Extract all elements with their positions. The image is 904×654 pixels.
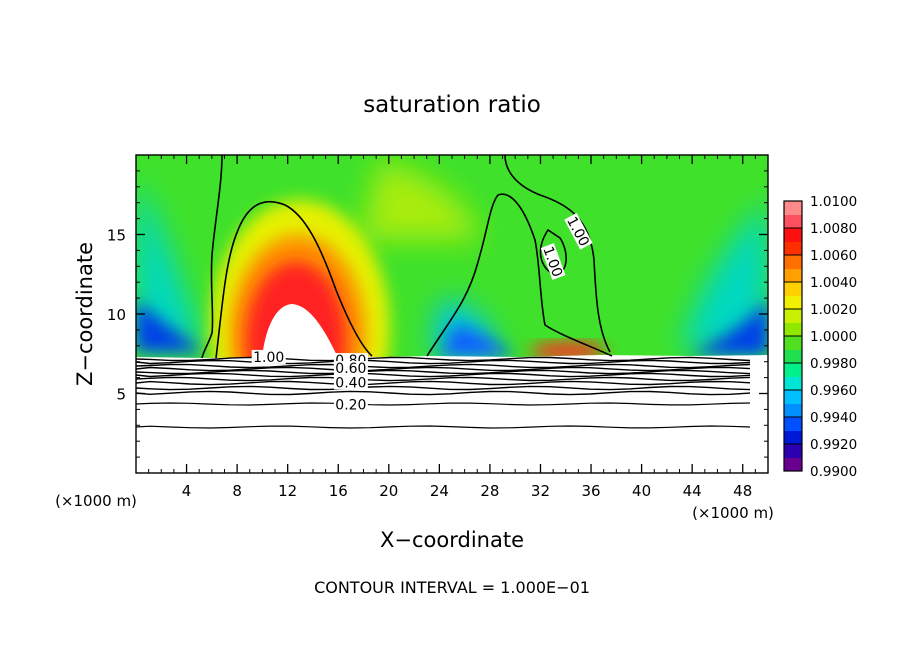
x-tick-label: 16 [329,482,348,500]
contour-line-lower [136,356,751,362]
colorbar-swatch [784,363,802,377]
contour-line-lower [136,363,751,369]
colorbar-tick-label: 1.0100 [810,194,857,210]
colorbar-swatch [784,295,802,310]
colorbar-swatch [784,268,802,283]
contour-label-bg [540,243,566,280]
colorbar-swatch [784,417,802,431]
y-tick-label: 5 [116,386,126,404]
contour-label: 0.60 [335,361,366,377]
colorbar-tick-label: 0.9980 [810,356,857,372]
colorbar-tick-label: 1.0040 [810,275,857,291]
contour-label-bg [333,397,368,412]
field-blue-mid [440,325,515,356]
colorbar-tick-label: 0.9940 [810,410,857,426]
colorbar-swatch [784,241,802,256]
dome-white [262,304,338,358]
colorbar-swatch [784,390,802,404]
colorbar-tick-label: 1.0060 [810,248,857,264]
contour-label: 0.20 [335,398,366,414]
x-tick-label: 48 [733,482,752,500]
contour-line-1.00-dome [215,200,373,359]
x-tick-label: 20 [379,482,398,500]
color-field [136,155,768,473]
x-tick-label: 24 [430,482,449,500]
colorbar-swatch [784,349,802,364]
chart-title: saturation ratio [363,92,541,118]
contour-line-lower [136,376,751,382]
contour-label-bg [564,213,593,250]
x-tick-label: 4 [182,482,192,500]
field-cyan-right [680,200,768,350]
colorbar-swatch [784,201,802,215]
x-unit-label: (×1000 m) [692,504,774,522]
x-tick-label: 36 [581,482,600,500]
contour-line-lower [136,402,751,406]
contour-line-lower [136,425,751,429]
contour-line-lower [136,366,751,372]
contour-line-lower [136,380,751,386]
colorbar-tick-label: 1.0080 [810,221,857,237]
field-blue-left [136,300,205,352]
colorbar-swatch [784,228,802,242]
x-tick-label: 28 [480,482,499,500]
colorbar-swatch [784,444,802,458]
x-axis-label: X−coordinate [380,528,524,552]
colorbar-swatch [784,376,802,391]
colorbar-tick-label: 0.9960 [810,383,857,399]
y-tick-label: 10 [107,306,126,324]
contour-label-bg [333,361,368,376]
contour-line-lower [136,372,751,378]
field-blue-right [690,300,768,355]
contour-line-1.00-left [201,155,223,359]
contour-label-bg [251,349,286,364]
colorbar: 0.9900 0.9920 0.9940 0.9960 0.9980 1.0000 1.00… [783,194,857,480]
plot-area: 1.000.800.600.400.201.001.00 [136,155,768,473]
y-axis-label: Z−coordinate [73,242,97,386]
contour-line-lower [136,359,751,365]
field-cyan-left [136,180,205,345]
y-tick-label: 15 [107,227,126,245]
colorbar-swatch [784,322,802,337]
contour-line-lower [136,385,751,391]
field-lower-white [136,355,768,473]
colorbar-swatch [784,255,802,269]
contour-line-1.00-right [426,193,613,357]
contour-line-1.00-outer [504,155,611,353]
contour-lines [136,155,751,429]
x-tick-label: 44 [683,482,702,500]
contour-label: 1.00 [253,350,284,366]
field-yellow-top [360,160,480,240]
y-unit-label: (×1000 m) [55,492,137,510]
colorbar-swatch [784,336,802,350]
x-tick-label: 12 [278,482,297,500]
contour-label: 0.40 [335,375,366,391]
contour-labels: 1.000.800.600.400.201.001.00 [251,213,593,414]
y-axis: 5 10 15 [107,170,768,458]
contour-interval-note: CONTOUR INTERVAL = 1.000E−01 [314,578,590,597]
x-axis: 4 8 12 16 20 24 28 32 36 40 44 48 [148,155,756,500]
x-tick-label: 32 [531,482,550,500]
colorbar-swatch [784,430,802,445]
colorbar-swatch [784,309,802,323]
colorbar-swatch [784,214,802,229]
colorbar-swatch [784,457,802,472]
contour-label-bg [333,375,368,390]
colorbar-tick-label: 0.9900 [810,464,857,480]
contour-line-lower [136,390,751,396]
colorbar-swatch [784,282,802,296]
colorbar-swatch [784,403,802,418]
x-tick-label: 40 [632,482,651,500]
colorbar-tick-label: 0.9920 [810,437,857,453]
colorbar-tick-label: 1.0020 [810,302,857,318]
contour-line-lower [136,369,751,375]
x-tick-label: 8 [232,482,242,500]
colorbar-tick-label: 1.0000 [810,329,857,345]
